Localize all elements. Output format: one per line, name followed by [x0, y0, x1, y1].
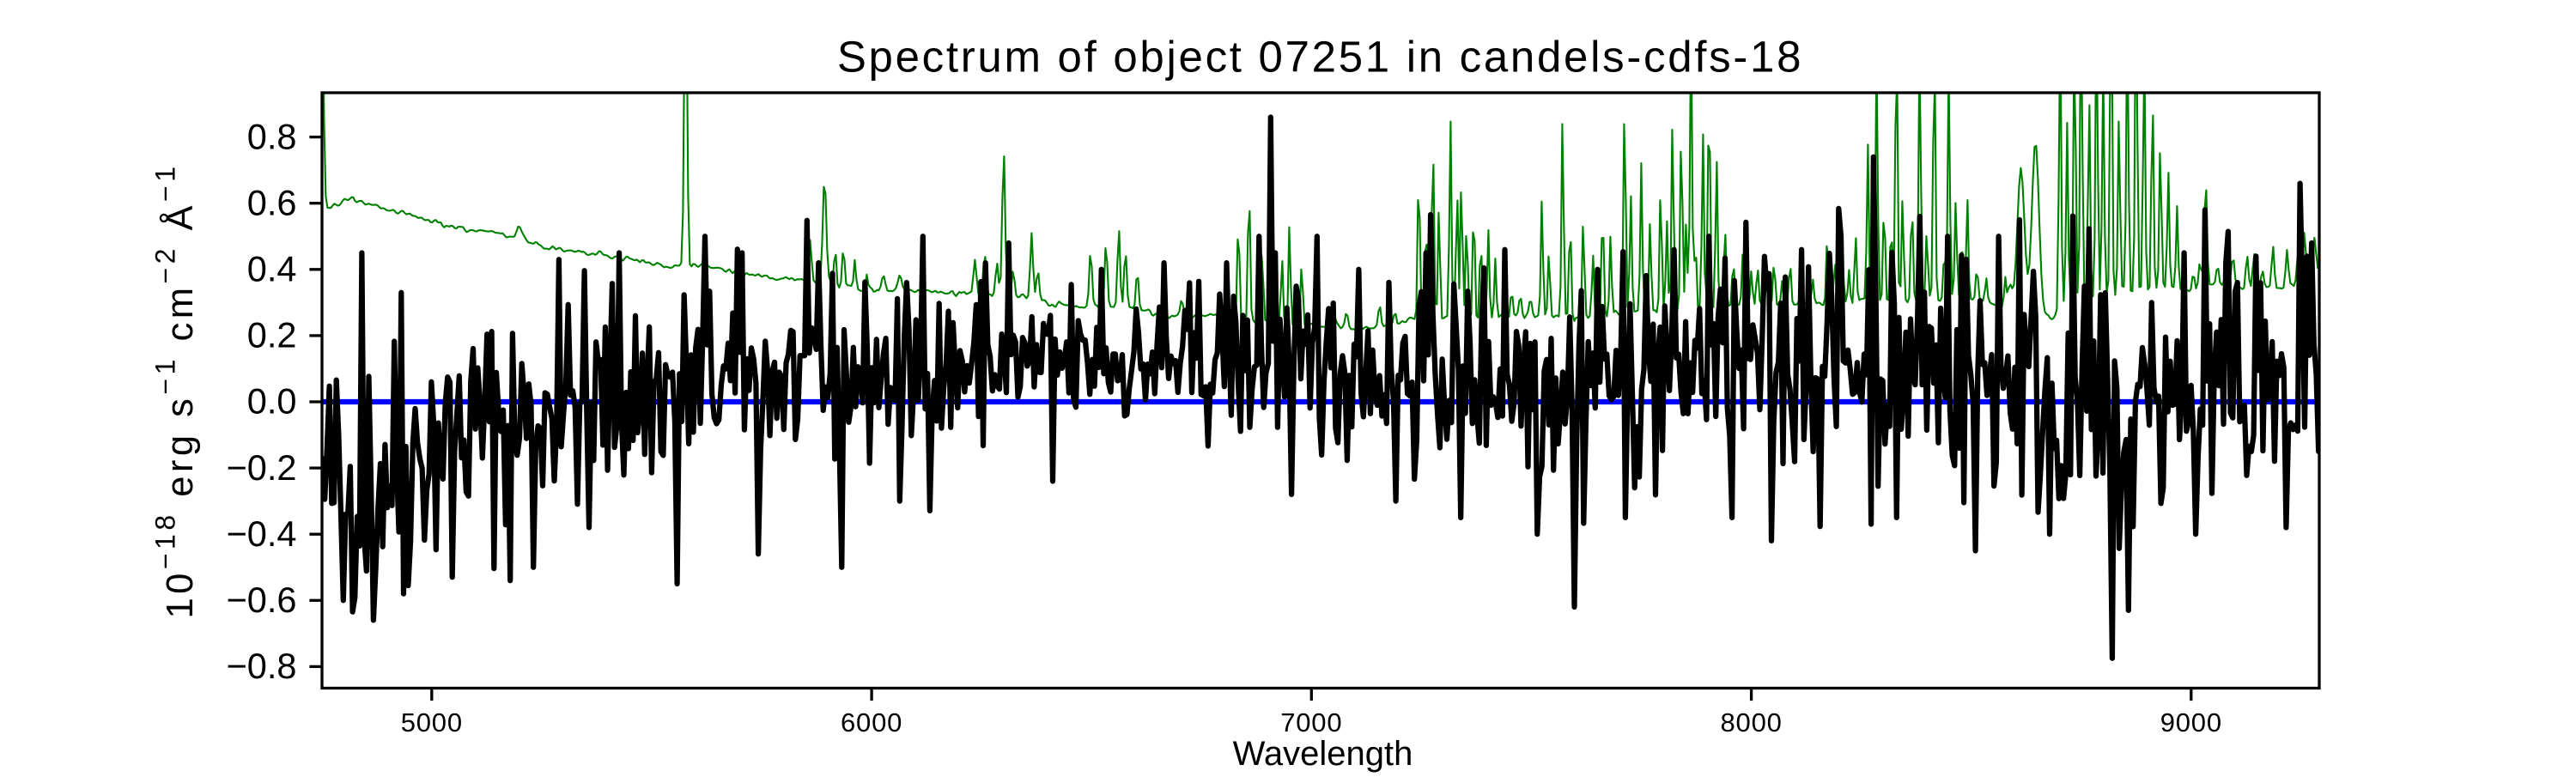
svg-text:9000: 9000: [2160, 707, 2222, 738]
svg-text:Spectrum of object 07251 in ca: Spectrum of object 07251 in candels-cdfs…: [837, 33, 1803, 82]
svg-text:0.6: 0.6: [247, 182, 297, 222]
svg-text:−0.8: −0.8: [227, 646, 297, 686]
svg-text:0.4: 0.4: [247, 249, 297, 289]
svg-text:−0.2: −0.2: [227, 447, 297, 488]
svg-text:8000: 8000: [1721, 707, 1783, 738]
svg-text:7000: 7000: [1280, 707, 1342, 738]
svg-text:0.0: 0.0: [247, 381, 297, 422]
svg-text:6000: 6000: [841, 707, 902, 738]
svg-text:−0.6: −0.6: [227, 580, 297, 620]
svg-text:Wavelength: Wavelength: [1233, 735, 1413, 773]
svg-text:0.2: 0.2: [247, 315, 297, 355]
svg-text:−0.4: −0.4: [227, 513, 297, 554]
svg-text:5000: 5000: [401, 707, 463, 738]
svg-text:0.8: 0.8: [247, 116, 297, 156]
